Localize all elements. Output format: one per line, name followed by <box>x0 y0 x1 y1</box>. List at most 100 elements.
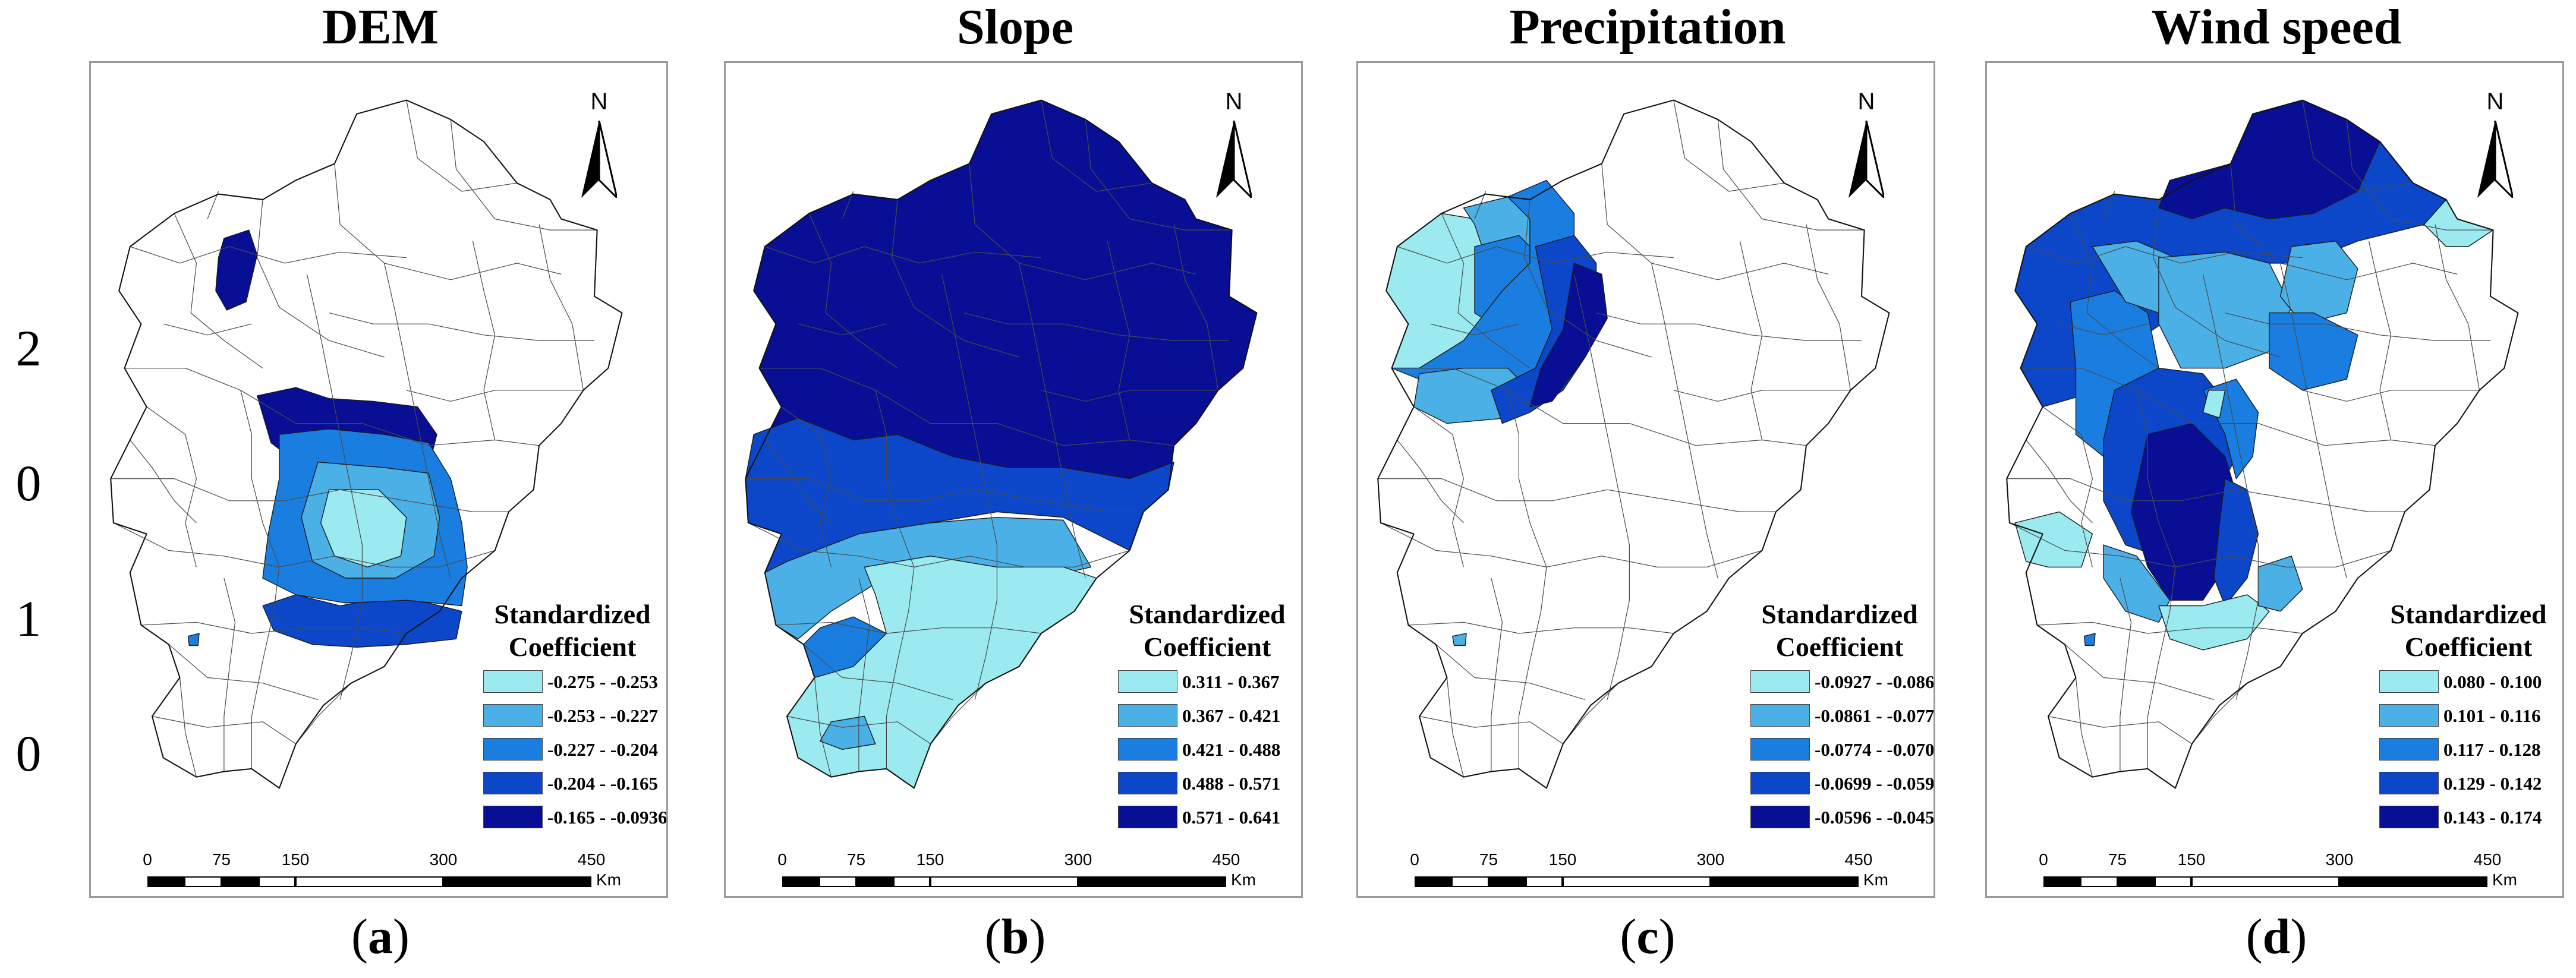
county-boundary <box>748 522 1130 568</box>
county-boundary <box>858 578 871 772</box>
scale-bar-segment <box>295 876 443 887</box>
county-boundary <box>1601 163 1829 280</box>
county-boundary <box>2302 390 2480 402</box>
scale-bar-segment <box>2339 876 2487 887</box>
county-boundary <box>1397 246 1674 264</box>
county-boundary <box>892 199 1019 358</box>
legend-title-line: Coefficient <box>2404 632 2533 662</box>
county-boundary <box>1391 367 1807 446</box>
legend: Standardized Coefficient 0.080 - 0.100 0.… <box>2379 598 2558 832</box>
county-boundary <box>2103 191 2115 219</box>
county-boundary <box>2346 119 2493 231</box>
legend-range-label: 0.571 - 0.641 <box>1182 807 1281 828</box>
scale-bar-segment <box>2043 876 2081 887</box>
county-boundary <box>1717 119 1865 231</box>
county-boundary <box>141 621 407 634</box>
legend-swatch <box>2379 806 2439 829</box>
legend-swatch <box>1750 738 1810 761</box>
county-boundary <box>759 367 1174 446</box>
scale-tick-label: 0 <box>2039 850 2048 869</box>
county-boundary <box>808 213 898 369</box>
legend-item: -0.227 - -0.204 <box>483 731 662 765</box>
county-boundary <box>1378 478 1776 513</box>
panel-label: (c) <box>1620 909 1676 964</box>
county-boundary <box>1446 677 1464 777</box>
scale-bar: 0 75 150 300 450 Km <box>143 850 666 896</box>
scale-bar-segment <box>258 876 295 887</box>
county-boundary <box>334 163 562 280</box>
north-arrow: N <box>1840 90 1893 200</box>
scale-tick-label: 300 <box>1696 850 1725 869</box>
scale-tick-label: 75 <box>1479 850 1498 869</box>
coefficient-zone <box>2279 241 2358 324</box>
legend-title-line: Coefficient <box>508 632 637 662</box>
scale-tick-label: 75 <box>846 850 866 869</box>
legend-swatch <box>1118 670 1177 693</box>
county-boundary <box>2042 406 2093 567</box>
county-boundary <box>2059 323 2148 336</box>
legend-title-line: Standardized <box>1129 599 1286 629</box>
county-boundary <box>168 644 319 701</box>
county-boundary <box>329 313 595 341</box>
legend-swatch <box>1750 670 1810 693</box>
county-boundary <box>2120 578 2132 772</box>
scale-unit: Km <box>2492 870 2517 889</box>
map-frame: N Standardized Coefficient -0.275 - -0.2… <box>89 61 668 898</box>
county-boundary <box>1573 274 1630 700</box>
panel-label: (d) <box>2246 909 2307 964</box>
legend-rows: -0.275 - -0.253 -0.253 - -0.227 -0.227 - -… <box>483 663 666 832</box>
scale-tick-label: 150 <box>1548 850 1577 869</box>
north-arrow-icon <box>2477 121 2513 198</box>
county-boundary <box>1041 390 1218 402</box>
legend-swatch <box>483 670 543 693</box>
legend-swatch <box>2379 670 2439 693</box>
legend-item: -0.165 - -0.0936 <box>483 799 666 832</box>
legend-range-label: 0.101 - 0.116 <box>2443 705 2541 727</box>
legend-item: 0.080 - 0.100 <box>2379 663 2558 697</box>
legend-item: -0.0927 - -0.0862 <box>1750 663 1933 697</box>
map-panel-wind-speed: Wind speed N Standardized Coefficient 0.… <box>1985 0 2568 978</box>
scale-tick-label: 300 <box>1064 850 1092 869</box>
map-panel-precipitation: Precipitation N Standardized Coefficient… <box>1356 0 1939 978</box>
legend-item: -0.275 - -0.253 <box>483 663 662 697</box>
scale-bar: 0 75 150 300 450 Km <box>777 850 1301 896</box>
legend-range-label: 0.311 - 0.367 <box>1182 671 1280 693</box>
scale-tick-label: 450 <box>2473 850 2502 869</box>
county-boundary <box>2064 644 2215 701</box>
legend-range-label: -0.0596 - -0.0459 <box>1815 807 1935 828</box>
legend-range-label: -0.0699 - -0.0597 <box>1815 773 1935 794</box>
county-boundary <box>963 313 1230 341</box>
legend-item: -0.0596 - -0.0459 <box>1750 799 1933 832</box>
county-boundary <box>776 621 1041 634</box>
legend-item: -0.253 - -0.227 <box>483 697 662 731</box>
legend-item: 0.488 - 0.571 <box>1118 765 1296 799</box>
legend-item: -0.0774 - -0.0700 <box>1750 731 1933 765</box>
legend-item: 0.117 - 0.128 <box>2379 731 2558 765</box>
coefficient-zone <box>320 489 407 568</box>
legend-rows: 0.080 - 0.100 0.101 - 0.116 0.117 - 0.128 0… <box>2379 663 2558 832</box>
side-digit: 1 <box>15 590 42 647</box>
legend-range-label: -0.0774 - -0.0700 <box>1815 739 1935 761</box>
scale-bar-segment <box>1711 876 1859 887</box>
coefficient-zone <box>262 594 462 648</box>
county-boundary <box>113 522 495 568</box>
legend-rows: -0.0927 - -0.0862 -0.0861 - -0.0775 -0.077… <box>1750 663 1933 832</box>
north-arrow-icon <box>581 121 617 198</box>
county-boundary <box>2230 163 2458 280</box>
county-boundary <box>146 406 197 567</box>
region-map <box>110 99 623 789</box>
county-boundary <box>1041 100 1152 192</box>
county-boundary <box>1673 100 1784 192</box>
county-boundary <box>814 677 832 777</box>
side-digit: 0 <box>15 725 42 782</box>
scale-bar-segment <box>221 876 259 887</box>
north-arrow: N <box>2468 90 2522 200</box>
county-boundary <box>2048 715 2193 744</box>
coefficient-zone <box>2269 312 2358 391</box>
county-boundary <box>875 390 915 769</box>
scale-tick-label: 450 <box>577 850 606 869</box>
panel-label: (a) <box>351 909 410 964</box>
county-boundary <box>472 241 496 440</box>
county-boundary <box>803 644 953 701</box>
legend-swatch <box>1118 806 1177 829</box>
